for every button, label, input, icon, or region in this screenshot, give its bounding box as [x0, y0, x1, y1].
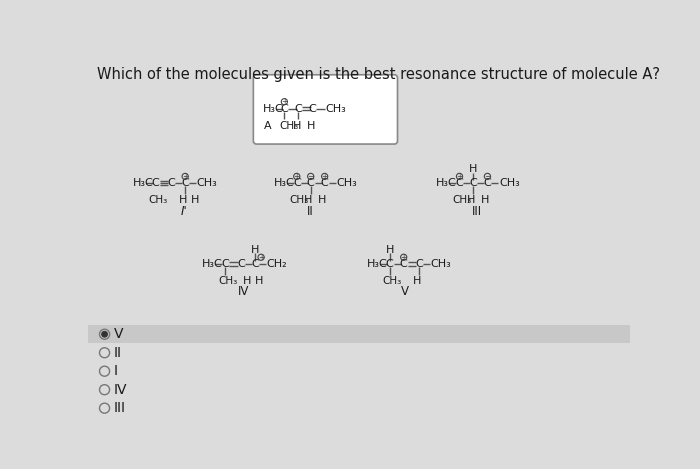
Text: IV: IV — [237, 286, 249, 298]
Text: C: C — [400, 259, 407, 269]
Text: CH₃: CH₃ — [197, 178, 218, 189]
Text: H: H — [469, 165, 477, 174]
Text: II: II — [307, 204, 314, 218]
Text: C: C — [307, 178, 314, 189]
Text: C: C — [251, 259, 259, 269]
Text: +: + — [182, 172, 188, 181]
Text: +: + — [321, 172, 328, 181]
Text: H₃C: H₃C — [132, 178, 153, 189]
Text: V: V — [401, 286, 410, 298]
Text: H: H — [467, 195, 475, 205]
Text: C: C — [237, 259, 245, 269]
Text: C: C — [181, 178, 189, 189]
Text: C: C — [281, 104, 288, 113]
Text: C: C — [415, 259, 423, 269]
Text: H: H — [386, 245, 394, 255]
Text: C: C — [222, 259, 230, 269]
Text: H: H — [191, 195, 200, 205]
Text: +: + — [258, 253, 265, 262]
Text: H: H — [318, 195, 326, 205]
Text: CH₃: CH₃ — [148, 195, 168, 205]
Text: A: A — [264, 121, 272, 130]
Text: II: II — [114, 346, 122, 360]
Text: H: H — [178, 195, 187, 205]
Text: H₃C: H₃C — [262, 104, 284, 113]
Text: H: H — [255, 276, 263, 286]
Circle shape — [102, 332, 107, 337]
Text: H₃C: H₃C — [436, 178, 457, 189]
Text: H: H — [413, 276, 421, 286]
Text: C: C — [295, 104, 302, 113]
Text: C: C — [386, 259, 393, 269]
Text: C: C — [152, 178, 160, 189]
Text: CH₃: CH₃ — [290, 195, 309, 205]
Text: −: − — [307, 172, 314, 181]
Text: Which of the molecules given is the best resonance structure of molecule A?: Which of the molecules given is the best… — [97, 67, 660, 82]
Text: C: C — [167, 178, 175, 189]
Text: I: I — [114, 364, 118, 378]
Text: CH₃: CH₃ — [336, 178, 357, 189]
Text: CH₂: CH₂ — [267, 259, 287, 269]
Text: H: H — [304, 195, 313, 205]
Text: CH₃: CH₃ — [383, 276, 402, 286]
Text: +: + — [400, 253, 407, 262]
Text: I': I' — [180, 204, 187, 218]
Text: CH₃: CH₃ — [326, 104, 346, 113]
Text: H: H — [307, 121, 316, 130]
Text: H₃C: H₃C — [274, 178, 294, 189]
Text: C: C — [470, 178, 477, 189]
Text: CH₃: CH₃ — [279, 121, 298, 130]
Text: H: H — [243, 276, 251, 286]
Text: +: + — [281, 97, 288, 106]
Text: H: H — [481, 195, 489, 205]
Text: III: III — [114, 401, 126, 415]
Text: CH₃: CH₃ — [452, 195, 472, 205]
Text: C: C — [484, 178, 491, 189]
Text: C: C — [293, 178, 300, 189]
Text: CH₃: CH₃ — [499, 178, 520, 189]
Text: H₃C: H₃C — [202, 259, 223, 269]
Bar — [88, 325, 630, 343]
Text: CH₃: CH₃ — [430, 259, 452, 269]
Text: −: − — [484, 172, 491, 181]
Text: III: III — [473, 204, 482, 218]
Text: +: + — [293, 172, 300, 181]
FancyBboxPatch shape — [253, 75, 398, 144]
Text: C: C — [321, 178, 328, 189]
Text: H: H — [251, 245, 259, 255]
Text: C: C — [456, 178, 463, 189]
Text: C: C — [309, 104, 316, 113]
Text: H₃C: H₃C — [367, 259, 387, 269]
Text: IV: IV — [114, 383, 127, 397]
Text: H: H — [293, 121, 302, 130]
Text: CH₃: CH₃ — [218, 276, 238, 286]
Text: +: + — [456, 172, 463, 181]
Text: V: V — [114, 327, 123, 341]
